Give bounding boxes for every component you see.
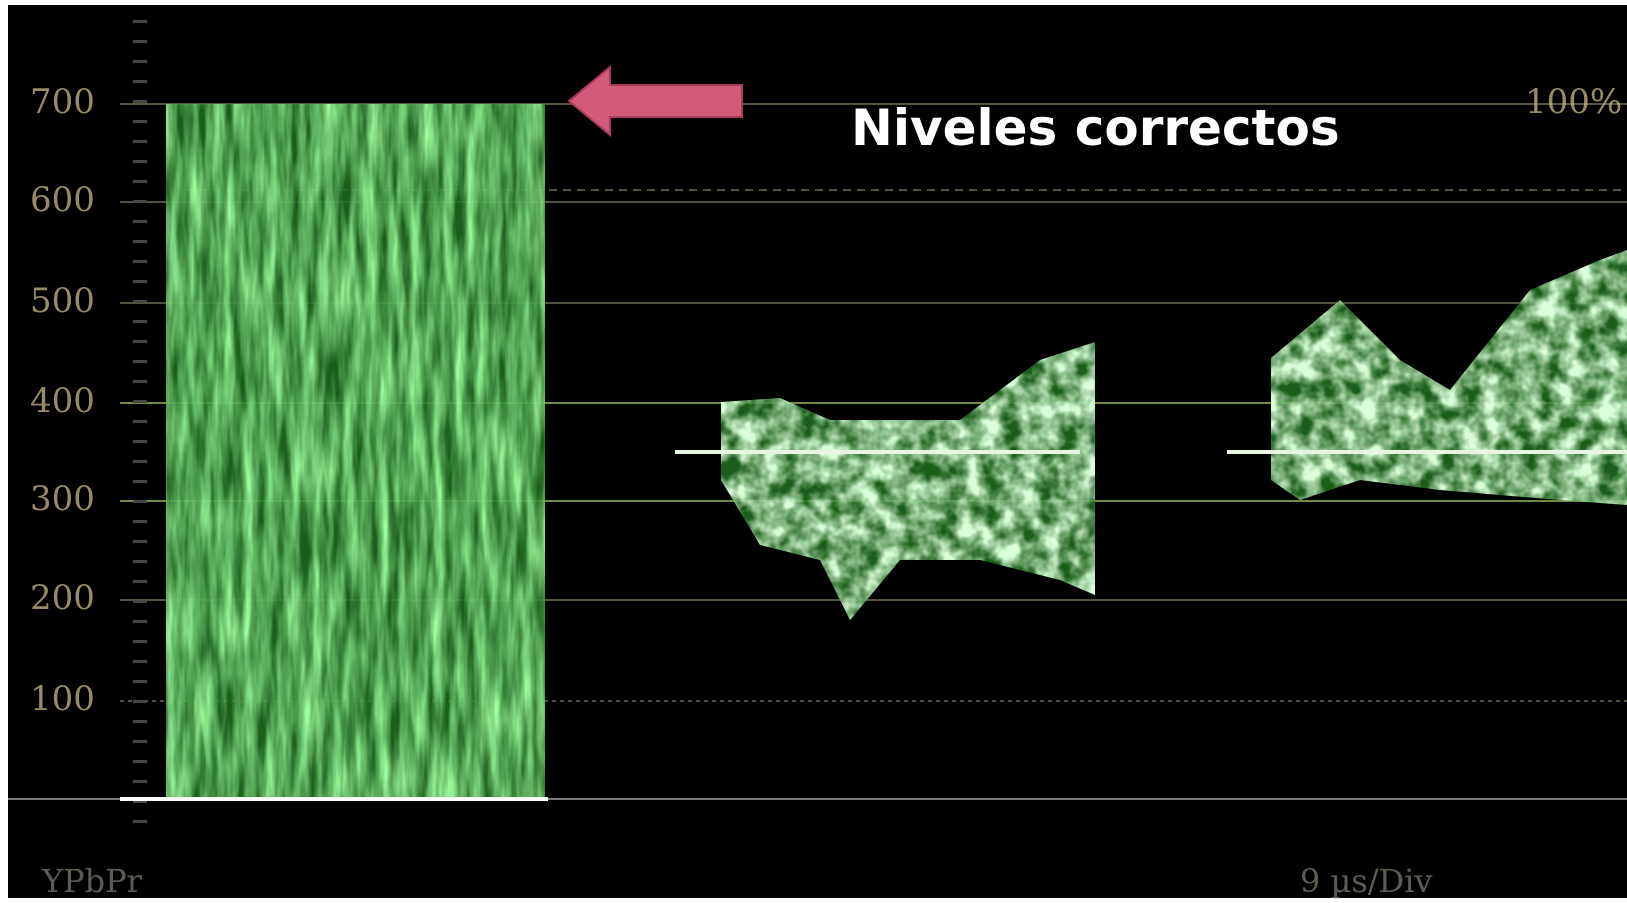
- format-label: YPbPr: [41, 862, 143, 900]
- arrow: [567, 64, 743, 138]
- scale-label: 600: [30, 180, 95, 220]
- scale: 700 600 500 400 300 200 100 100%: [30, 82, 1622, 719]
- scale-label: 700: [30, 82, 95, 122]
- waveform: [120, 104, 1627, 801]
- annotation: Niveles correctos: [851, 99, 1340, 157]
- scale-label: 500: [30, 281, 95, 321]
- scale-label: 200: [30, 578, 95, 618]
- scale-label: 300: [30, 479, 95, 519]
- timebase-label: 9 µs/Div: [1300, 862, 1433, 900]
- scale-label: 100: [30, 679, 95, 719]
- percent-label: 100%: [1525, 82, 1622, 122]
- scale-label: 400: [30, 381, 95, 421]
